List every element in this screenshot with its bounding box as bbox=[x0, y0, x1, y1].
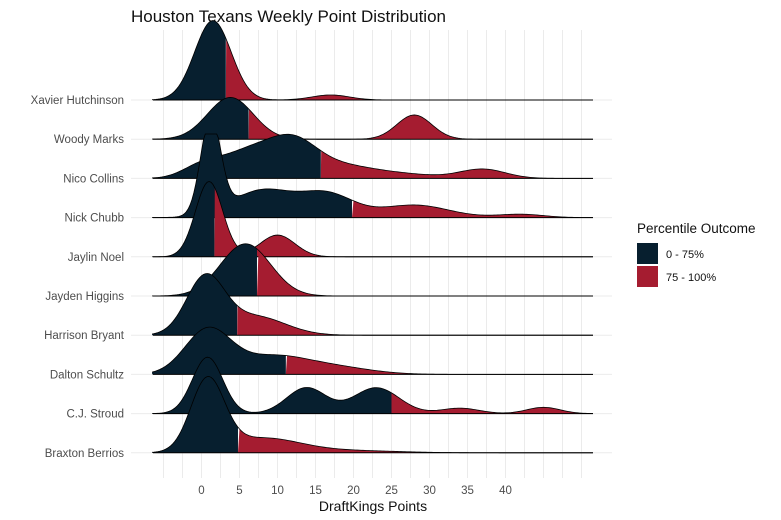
chart-title: Houston Texans Weekly Point Distribution bbox=[131, 7, 446, 26]
x-tick-label: 25 bbox=[385, 485, 398, 497]
ridge-dalton-schultz bbox=[151, 326, 593, 375]
x-tick-label: 20 bbox=[347, 485, 360, 497]
y-label: Nico Collins bbox=[63, 173, 124, 185]
x-tick-label: 0 bbox=[198, 485, 204, 497]
legend: Percentile Outcome 0 - 75% 75 - 100% bbox=[637, 221, 756, 287]
x-tick-label: 5 bbox=[236, 485, 242, 497]
ridge-area-75-100 bbox=[237, 305, 593, 336]
y-label: Harrison Bryant bbox=[44, 330, 125, 342]
x-axis-ticks: 0 5 10 15 20 25 30 35 40 bbox=[198, 485, 512, 497]
ridge-area-0-75 bbox=[152, 97, 249, 140]
y-label: Xavier Hutchinson bbox=[31, 95, 124, 107]
ridge-area-0-75 bbox=[152, 273, 238, 336]
ridge-outline bbox=[152, 133, 593, 218]
ridge-area-75-100 bbox=[391, 392, 593, 414]
y-label: C.J. Stroud bbox=[66, 409, 124, 421]
ridge-area-0-75 bbox=[152, 181, 215, 257]
legend-title: Percentile Outcome bbox=[637, 221, 756, 236]
ridge-area-75-100 bbox=[351, 200, 593, 218]
y-axis-labels: Xavier Hutchinson Woody Marks Nico Collins… bbox=[31, 95, 125, 460]
ridge-area-75-100 bbox=[320, 150, 593, 179]
ridge-braxton-berrios bbox=[152, 376, 593, 454]
ridge-area-0-75 bbox=[152, 134, 321, 179]
x-tick-label: 10 bbox=[271, 485, 284, 497]
legend-label-75-100: 75 - 100% bbox=[666, 272, 716, 284]
ridge-area-0-75 bbox=[152, 327, 286, 375]
ridge-area-75-100 bbox=[248, 109, 593, 140]
ridge-woody-marks bbox=[152, 97, 593, 140]
x-tick-label: 35 bbox=[461, 485, 474, 497]
legend-swatch-0-75 bbox=[637, 243, 658, 264]
ridge-area-0-75 bbox=[152, 376, 238, 453]
ridge-nico-collins bbox=[152, 133, 593, 179]
ridge-area-75-100 bbox=[285, 355, 593, 375]
x-tick-label: 40 bbox=[499, 485, 512, 497]
x-tick-label: 30 bbox=[423, 485, 436, 497]
ridge-area-75-100 bbox=[225, 39, 593, 100]
legend-label-0-75: 0 - 75% bbox=[666, 249, 704, 261]
y-label: Jayden Higgins bbox=[45, 291, 124, 303]
ridge-area-75-100 bbox=[237, 429, 593, 453]
ridge-area-0-75 bbox=[152, 243, 257, 296]
ridge-area-0-75 bbox=[152, 20, 226, 100]
ridge-outline bbox=[152, 133, 593, 179]
x-axis-label: DraftKings Points bbox=[319, 498, 427, 514]
y-label: Nick Chubb bbox=[65, 213, 124, 225]
ridges bbox=[151, 20, 593, 454]
ridge-outline bbox=[152, 356, 593, 414]
y-label: Braxton Berrios bbox=[45, 448, 125, 460]
y-label: Dalton Schultz bbox=[50, 369, 124, 381]
y-label: Woody Marks bbox=[54, 134, 124, 146]
ridge-area-75-100 bbox=[256, 250, 593, 296]
y-label: Jaylin Noel bbox=[68, 252, 124, 264]
legend-swatch-75-100 bbox=[637, 266, 658, 287]
x-tick-label: 15 bbox=[309, 485, 322, 497]
